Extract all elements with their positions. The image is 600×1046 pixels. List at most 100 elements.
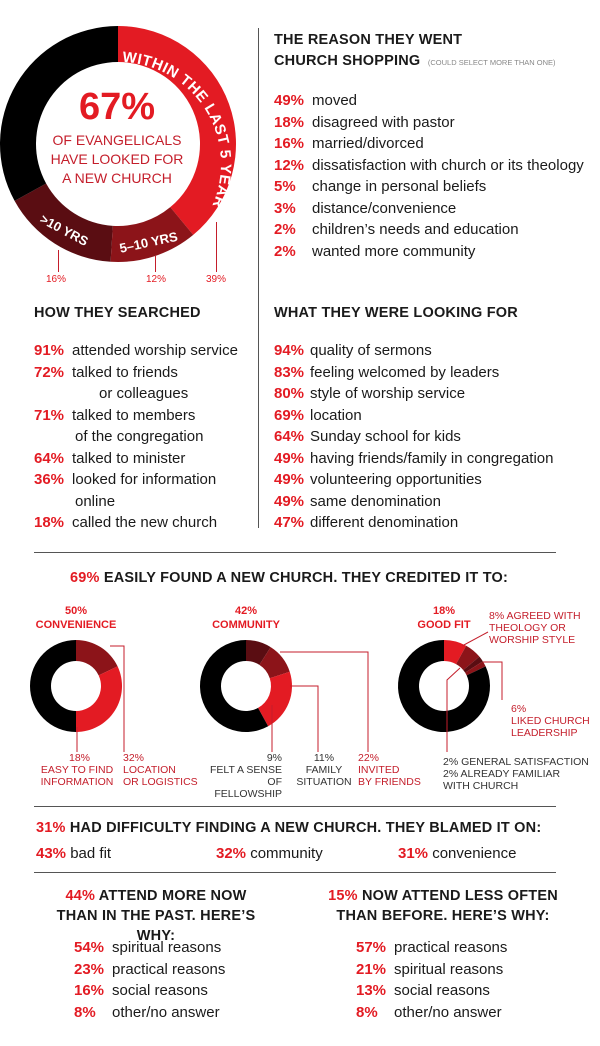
looking-text: different denomination [310, 514, 459, 531]
hero-ring-pct-0: 16% [46, 274, 67, 285]
hero-ring-pct-1: 12% [146, 274, 167, 285]
reason-pct: 49% [274, 92, 305, 109]
searched-title: HOW THEY SEARCHED [34, 305, 201, 321]
reason-text: disagreed with pastor [312, 113, 455, 131]
callout-agreed: 8% AGREED WITH THEOLOGY OR WORSHIP STYLE [489, 610, 581, 646]
less-heading: 15% NOW ATTEND LESS OFTEN THAN BEFORE. H… [318, 886, 568, 926]
less-row-text: practical reasons [394, 939, 508, 956]
less-line1: 15% NOW ATTEND LESS OFTEN [318, 886, 568, 906]
divider-3 [34, 872, 556, 873]
hero-seg-over-10-yrs [14, 183, 113, 262]
looking-row: 69% location [274, 405, 553, 427]
donut-label-2: GOOD FIT [417, 619, 471, 631]
goodfit-donut-seg-3 [465, 661, 486, 676]
callout-family: 11% FAMILY SITUATION [296, 752, 352, 788]
divider-1 [34, 552, 556, 553]
looking-list: 94% quality of sermons 83% feeling welcome… [274, 340, 553, 534]
searched-text: talked to friends [72, 363, 178, 381]
callout-liked-line: LEADERSHIP [511, 727, 578, 739]
reason-pct: 3% [274, 199, 296, 217]
hero-ring-chart: WITHIN THE LAST 5 YEARS 5–10 YRS >10 YRS [0, 22, 236, 262]
reason-text: dissatisfaction with church or its theol… [312, 156, 584, 174]
callout-invited-line: BY FRIENDS [358, 776, 421, 788]
reason-pct: 2% [274, 242, 296, 260]
more-row-text: other/no answer [112, 1003, 220, 1021]
searched-text: called the new church [72, 514, 218, 531]
looking-pct: 49% [274, 471, 305, 488]
callout-liked-pct: 6% [511, 703, 527, 715]
callout-fellowship-line: OF FELLOWSHIP [214, 776, 282, 800]
looking-pct: 83% [274, 363, 305, 381]
reason-text: distance/convenience [312, 199, 457, 217]
less-row-text: spiritual reasons [394, 960, 504, 978]
looking-text: same denomination [310, 492, 441, 510]
callout-easy-line: INFORMATION [40, 776, 114, 788]
reason-row: 18% disagreed with pastor [274, 112, 584, 134]
hero-tick-2 [216, 222, 217, 272]
less-row: 57% practical reasons [356, 937, 507, 959]
easily-heading: 69% EASILY FOUND A NEW CHURCH. THEY CRED… [70, 570, 508, 586]
more-row-pct: 23% [74, 960, 105, 978]
looking-row: 49% having friends/family in congregation [274, 448, 553, 470]
reasons-note: (COULD SELECT MORE THAN ONE) [427, 58, 556, 67]
looking-text: style of worship service [310, 385, 466, 402]
callout-family-pct: 11% [313, 752, 335, 764]
less-row: 21% spiritual reasons [356, 959, 507, 981]
hero-caption-line: HAVE LOOKED FOR [50, 151, 184, 167]
looking-title: WHAT THEY WERE LOOKING FOR [274, 305, 518, 321]
less-row: 8% other/no answer [356, 1002, 507, 1024]
reason-text: moved [312, 92, 358, 109]
looking-text: location [310, 406, 362, 424]
community-donut-seg-rest [200, 640, 269, 733]
callout-invited: 22% INVITED BY FRIENDS [358, 752, 421, 788]
more-row: 23% practical reasons [74, 959, 225, 981]
searched-list: 91% attended worship service 72% talked to… [34, 340, 238, 534]
reason-text: married/divorced [312, 135, 424, 152]
donut-pct-2: 18% [432, 605, 456, 617]
less-list: 57% practical reasons 21% spiritual reason… [356, 937, 507, 1023]
more-row: 54% spiritual reasons [74, 937, 225, 959]
donut-label-1: COMMUNITY [212, 619, 280, 631]
more-row-text: spiritual reasons [112, 939, 222, 956]
callout-location: 32% LOCATION OR LOGISTICS [123, 752, 198, 788]
more-row-pct: 54% [74, 939, 105, 956]
hero-caption-line: A NEW CHURCH [62, 170, 172, 186]
callout-easy: 18% EASY TO FIND INFORMATION [27, 752, 127, 788]
less-row-pct: 57% [356, 939, 387, 956]
reason-pct: 12% [274, 156, 305, 174]
callout-fellowship-pct: 9% [266, 752, 282, 764]
callout-agreed-line: THEOLOGY OR [489, 622, 566, 634]
callout-line [290, 685, 319, 752]
searched-pct: 36% [34, 471, 65, 488]
more-pct: 44% [65, 888, 96, 904]
less-pct: 15% [328, 888, 358, 904]
donut-title-0: 50% CONVENIENCE [28, 604, 124, 632]
difficulty-item-pct: 32% [216, 845, 247, 862]
looking-text: feeling welcomed by leaders [310, 363, 500, 381]
callout-invited-line: INVITED [358, 764, 400, 776]
callout-invited-pct: 22% [358, 752, 380, 764]
searched-pct: 72% [34, 363, 65, 381]
searched-text: online [75, 492, 116, 510]
reason-row: 12% dissatisfaction with church or its th… [274, 155, 584, 177]
callout-general-line: 2% ALREADY FAMILIAR [443, 768, 561, 780]
searched-row: 36% looked for information online [34, 469, 238, 512]
community-donut-seg-2 [258, 671, 292, 727]
less-row-pct: 21% [356, 960, 387, 978]
callout-liked: 6% LIKED CHURCH LEADERSHIP [511, 703, 590, 739]
less-row-pct: 8% [356, 1003, 378, 1021]
difficulty-item-text: convenience [432, 845, 517, 862]
searched-row: 72% talked to friends or colleagues [34, 362, 238, 405]
reasons-title-2-wrap: CHURCH SHOPPING (COULD SELECT MORE THAN … [274, 52, 556, 70]
searched-pct: 64% [34, 449, 65, 467]
community-donut-seg-1 [259, 647, 290, 679]
looking-pct: 49% [274, 449, 305, 467]
searched-text: of the congregation [75, 428, 204, 445]
reason-row: 3% distance/convenience [274, 198, 584, 220]
convenience-donut-seg-rest [30, 640, 76, 732]
callout-line [446, 667, 461, 752]
less-line2: THAN BEFORE. HERE’S WHY: [336, 908, 550, 924]
searched-row: 64% talked to minister [34, 448, 238, 470]
reasons-title-2: CHURCH SHOPPING [274, 53, 421, 69]
callout-line [110, 645, 125, 752]
